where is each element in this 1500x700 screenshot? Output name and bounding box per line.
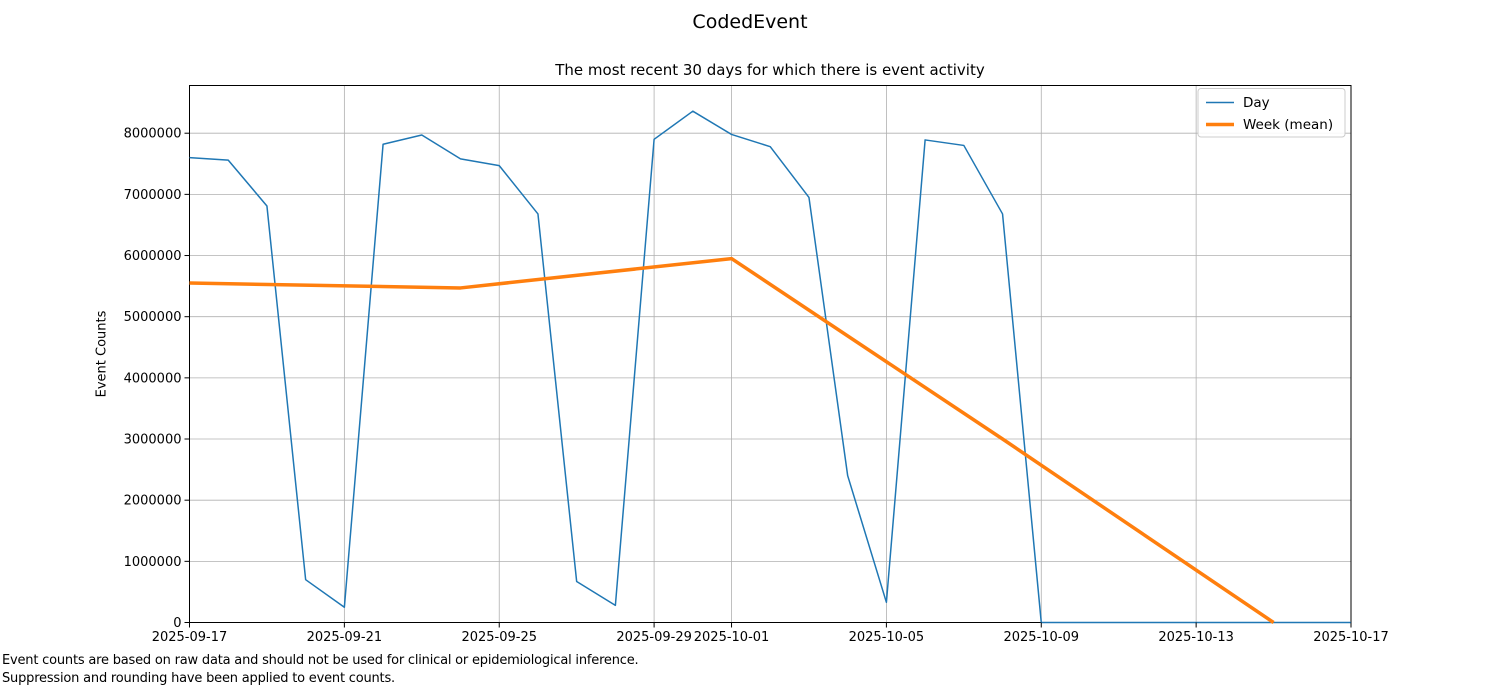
footnote-line-1: Event counts are based on raw data and s… xyxy=(2,653,639,668)
y-tick-label: 6000000 xyxy=(124,249,182,264)
footnote: Event counts are based on raw data and s… xyxy=(2,652,639,688)
y-tick-label: 0 xyxy=(173,616,181,631)
grid-layer xyxy=(189,85,1352,623)
x-tick-label: 2025-10-01 xyxy=(694,630,770,645)
footnote-line-2: Suppression and rounding have been appli… xyxy=(2,671,395,686)
legend-week-label: Week (mean) xyxy=(1243,117,1333,133)
y-tick-label: 5000000 xyxy=(124,310,182,325)
y-tick-label: 2000000 xyxy=(124,494,182,509)
y-tick-label: 4000000 xyxy=(124,371,182,386)
y-tick-label: 1000000 xyxy=(124,555,182,570)
legend-box xyxy=(1197,88,1346,138)
figure-title: CodedEvent xyxy=(692,11,808,33)
plot-border xyxy=(189,85,1352,623)
legend-day-label: Day xyxy=(1243,95,1270,111)
x-tick-label: 2025-09-25 xyxy=(461,630,537,645)
x-tick-label: 2025-10-05 xyxy=(849,630,925,645)
tick-layer: 2025-09-17 2025-09-21 2025-09-25 2025-09-29… xyxy=(124,127,1389,645)
y-tick-label: 8000000 xyxy=(124,127,182,142)
line-layer xyxy=(189,110,1351,624)
y-tick-label: 7000000 xyxy=(124,188,182,203)
x-tick-label: 2025-09-17 xyxy=(152,630,228,645)
x-tick-label: 2025-09-29 xyxy=(616,630,692,645)
series-line-week-mean xyxy=(189,256,1275,624)
axes-title: The most recent 30 days for which there … xyxy=(555,61,985,79)
x-tick-label: 2025-10-09 xyxy=(1003,630,1079,645)
x-tick-label: 2025-10-13 xyxy=(1158,630,1234,645)
legend: Day Week (mean) xyxy=(1197,88,1346,138)
x-tick-label: 2025-09-21 xyxy=(307,630,383,645)
y-tick-label: 3000000 xyxy=(124,433,182,448)
series-line-day xyxy=(189,110,1351,624)
x-tick-label: 2025-10-17 xyxy=(1313,630,1389,645)
